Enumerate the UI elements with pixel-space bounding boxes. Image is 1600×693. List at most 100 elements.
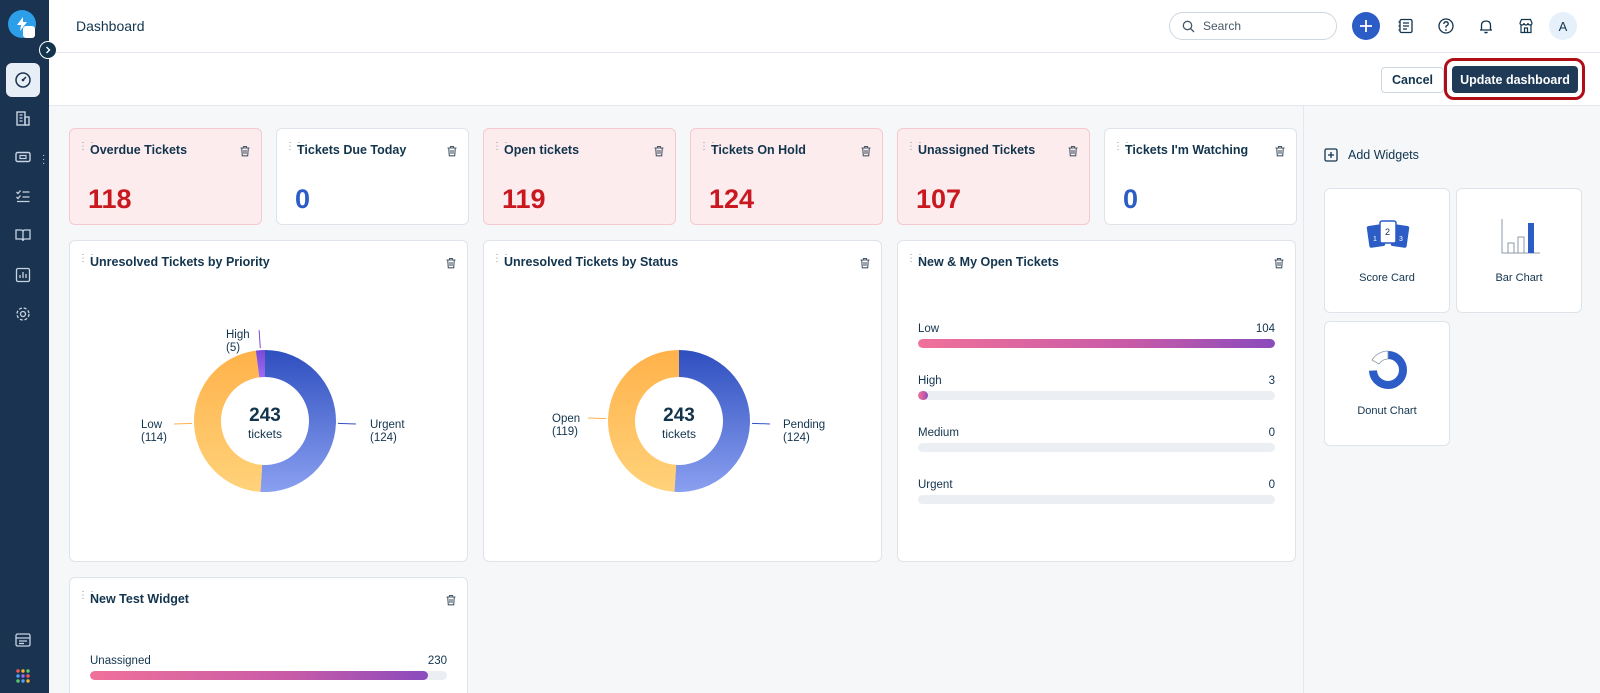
scorecard[interactable]: ⋮⋮ Unassigned Tickets 107 [897, 128, 1090, 225]
scorecard[interactable]: ⋮⋮ Open tickets 119 [483, 128, 676, 225]
bar-label: Unassigned [90, 655, 151, 667]
sidebar-item-apps[interactable] [6, 659, 40, 693]
scorecard-value: 118 [88, 184, 132, 214]
nav-more-icon[interactable]: · · · [42, 150, 46, 169]
bell-icon [1480, 20, 1492, 34]
trash-icon[interactable] [859, 256, 871, 274]
apps-grid-icon [16, 669, 30, 683]
donut-slice-low[interactable] [193, 350, 263, 492]
label-name: Open [552, 413, 581, 425]
donut-slice-urgent[interactable] [260, 350, 336, 492]
donut-label-open: Open (119) [552, 413, 580, 439]
plus-icon [1360, 20, 1372, 32]
help-button[interactable] [1432, 12, 1460, 40]
sidebar-item-solutions[interactable] [6, 218, 40, 252]
add-widgets-header: Add Widgets [1324, 148, 1419, 162]
book-icon [15, 229, 31, 242]
scorecard-title: Open tickets [504, 143, 580, 157]
sidebar-item-admin[interactable] [6, 297, 40, 331]
widget-title: Unresolved Tickets by Priority [90, 255, 270, 269]
donut-total: 243 [249, 405, 281, 426]
label-count: (124) [370, 432, 397, 444]
search-input[interactable]: Search [1169, 12, 1337, 40]
sidebar-item-tasks[interactable] [6, 179, 40, 213]
scorecard[interactable]: ⋮⋮ Tickets I'm Watching 0 [1104, 128, 1297, 225]
sidebar-item-dashboard[interactable] [6, 63, 40, 97]
cancel-button[interactable]: Cancel [1381, 67, 1444, 93]
donut-unit: tickets [247, 427, 282, 441]
donut-slice-high[interactable] [255, 350, 265, 378]
widget-tile-score-card[interactable]: 2 1 3 Score Card [1324, 188, 1450, 313]
trash-icon[interactable] [445, 256, 457, 274]
trash-icon[interactable] [1273, 256, 1285, 274]
widget-title: Unresolved Tickets by Status [504, 255, 679, 269]
donut-leader-line [588, 417, 607, 420]
sidebar-item-companies[interactable] [6, 101, 40, 135]
new-item-button[interactable] [1352, 12, 1380, 40]
trash-icon[interactable] [239, 144, 251, 162]
avatar[interactable]: A [1549, 12, 1577, 40]
label-name: Low [141, 419, 163, 431]
label-count: (119) [552, 426, 578, 438]
trash-icon[interactable] [446, 144, 458, 162]
widget-unresolved-by-priority[interactable]: ⋮⋮ Unresolved Tickets by Priority 243 ti… [69, 240, 468, 562]
widget-tile-label: Donut Chart [1357, 405, 1417, 417]
notifications-button[interactable] [1472, 12, 1500, 40]
widget-tile-donut-chart[interactable]: Donut Chart [1324, 321, 1450, 446]
drag-handle-icon[interactable]: ⋮⋮ [699, 141, 718, 152]
drag-handle-icon[interactable]: ⋮⋮ [78, 590, 97, 601]
drag-handle-icon[interactable]: ⋮⋮ [285, 141, 304, 152]
donut-label-high: High (5) [226, 329, 250, 355]
contacts-button[interactable] [1392, 12, 1420, 40]
donut-total: 243 [663, 405, 695, 426]
drag-handle-icon[interactable]: ⋮⋮ [78, 141, 97, 152]
donut-label-pending: Pending (124) [783, 419, 825, 445]
scorecard[interactable]: ⋮⋮ Overdue Tickets 118 [69, 128, 262, 225]
drag-handle-icon[interactable]: ⋮⋮ [906, 253, 925, 264]
add-widgets-title: Add Widgets [1348, 148, 1419, 162]
donut-slice-pending[interactable] [674, 350, 750, 492]
donut-leader-line [337, 422, 356, 425]
building-icon [16, 111, 30, 126]
donut-slice-open[interactable] [607, 350, 679, 492]
marketplace-button[interactable] [1512, 12, 1540, 40]
donut-unit: tickets [661, 427, 696, 441]
widget-tile-bar-chart[interactable]: Bar Chart [1456, 188, 1582, 313]
widget-tile-label: Bar Chart [1495, 272, 1543, 284]
drag-handle-icon[interactable]: ⋮⋮ [1113, 141, 1132, 152]
sidebar-item-analytics[interactable] [6, 258, 40, 292]
bar-track [90, 671, 447, 680]
donut-leader-line [258, 330, 261, 349]
help-icon [1438, 18, 1454, 34]
trash-icon[interactable] [1067, 144, 1079, 162]
widget-new-my-open-tickets[interactable]: ⋮⋮ New & My Open Tickets Low 104 High 3 Medi… [897, 240, 1296, 562]
drag-handle-icon[interactable]: ⋮⋮ [906, 141, 925, 152]
drag-handle-icon[interactable]: ⋮⋮ [492, 141, 511, 152]
bar-track [918, 495, 1275, 504]
bar-track [918, 391, 1275, 400]
search-icon [1182, 20, 1195, 32]
scorecard[interactable]: ⋮⋮ Tickets Due Today 0 [276, 128, 469, 225]
sidebar-item-tickets[interactable] [6, 140, 40, 174]
label-name: Pending [783, 419, 826, 431]
trash-icon[interactable] [860, 144, 872, 162]
bar-track [918, 443, 1275, 452]
donut-center: 243 tickets [220, 405, 310, 441]
label-count: (5) [226, 342, 241, 354]
donut-leader-line [174, 422, 193, 425]
window-icon [15, 633, 31, 647]
widget-title: New Test Widget [90, 592, 189, 606]
donut-leader-line [751, 422, 770, 425]
svg-text:3: 3 [1399, 236, 1403, 243]
trash-icon[interactable] [653, 144, 665, 162]
trash-icon[interactable] [1274, 144, 1286, 162]
trash-icon[interactable] [445, 593, 457, 611]
bar-value: 0 [1268, 427, 1275, 439]
scorecard-value: 124 [709, 184, 755, 214]
sidebar-collapse-button[interactable] [39, 41, 57, 59]
sidebar-item-workspace[interactable] [6, 623, 40, 657]
widget-unresolved-by-status[interactable]: ⋮⋮ Unresolved Tickets by Status 243 tick… [483, 240, 882, 562]
scorecard[interactable]: ⋮⋮ Tickets On Hold 124 [690, 128, 883, 225]
widget-new-test[interactable]: ⋮⋮ New Test Widget Unassigned 230 [69, 577, 468, 693]
update-dashboard-button[interactable]: Update dashboard [1452, 66, 1578, 93]
